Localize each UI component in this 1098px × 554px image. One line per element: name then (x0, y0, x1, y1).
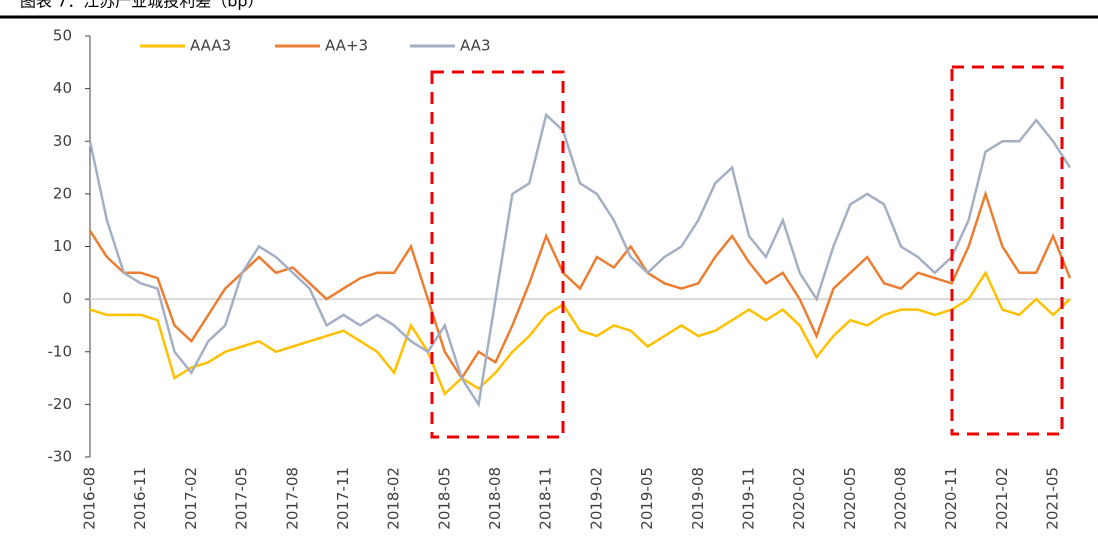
y-tick-label: 30 (53, 132, 72, 150)
x-tick-label: 2019-11 (739, 467, 757, 530)
y-tick-label: -20 (48, 395, 73, 413)
y-tick-label: 0 (62, 290, 72, 308)
x-tick-label: 2018-02 (385, 467, 403, 530)
x-tick-label: 2020-11 (942, 467, 960, 530)
y-tick-label: 10 (53, 237, 72, 255)
x-tick-label: 2019-05 (638, 467, 656, 530)
x-tick-label: 2020-08 (892, 467, 910, 530)
x-tick-label: 2021-02 (993, 467, 1011, 530)
chart-title: 图表 7：江苏产业城投利差（bp） (20, 0, 264, 11)
y-tick-label: 40 (53, 79, 72, 97)
x-tick-label: 2019-02 (587, 467, 605, 530)
x-tick-label: 2018-05 (435, 467, 453, 530)
x-tick-label: 2019-08 (689, 467, 707, 530)
x-tick-label: 2016-08 (81, 467, 99, 530)
highlight-box (950, 65, 1064, 436)
y-tick-label: 20 (53, 184, 72, 202)
y-tick-label: -30 (48, 448, 73, 466)
series-line (88, 112, 1072, 408)
x-tick-label: 2016-11 (131, 467, 149, 530)
y-tick-label: 50 (53, 27, 72, 45)
x-tick-label: 2020-02 (790, 467, 808, 530)
plot: -30 -20 -10 0 10 20 30 40 50 2016-08 2016-11 2017-0… (48, 27, 1072, 530)
x-tick-label: 2020-05 (841, 467, 859, 530)
x-tick-label: 2017-02 (182, 467, 200, 530)
series-line (89, 270, 1071, 397)
x-tick-label: 2017-08 (283, 467, 301, 530)
x-tick-label: 2018-11 (537, 467, 555, 530)
highlight-box (430, 70, 565, 439)
legend-label: AA3 (460, 37, 490, 55)
legend-label: AAA3 (190, 37, 231, 55)
x-tick-label: 2017-11 (334, 467, 352, 530)
series-line (88, 189, 1072, 381)
y-tick-label: -10 (48, 342, 73, 360)
x-tick-label: 2018-08 (486, 467, 504, 530)
x-tick-label: 2021-05 (1044, 467, 1062, 530)
legend-label: AA+3 (325, 37, 368, 55)
x-tick-label: 2017-05 (233, 467, 251, 530)
